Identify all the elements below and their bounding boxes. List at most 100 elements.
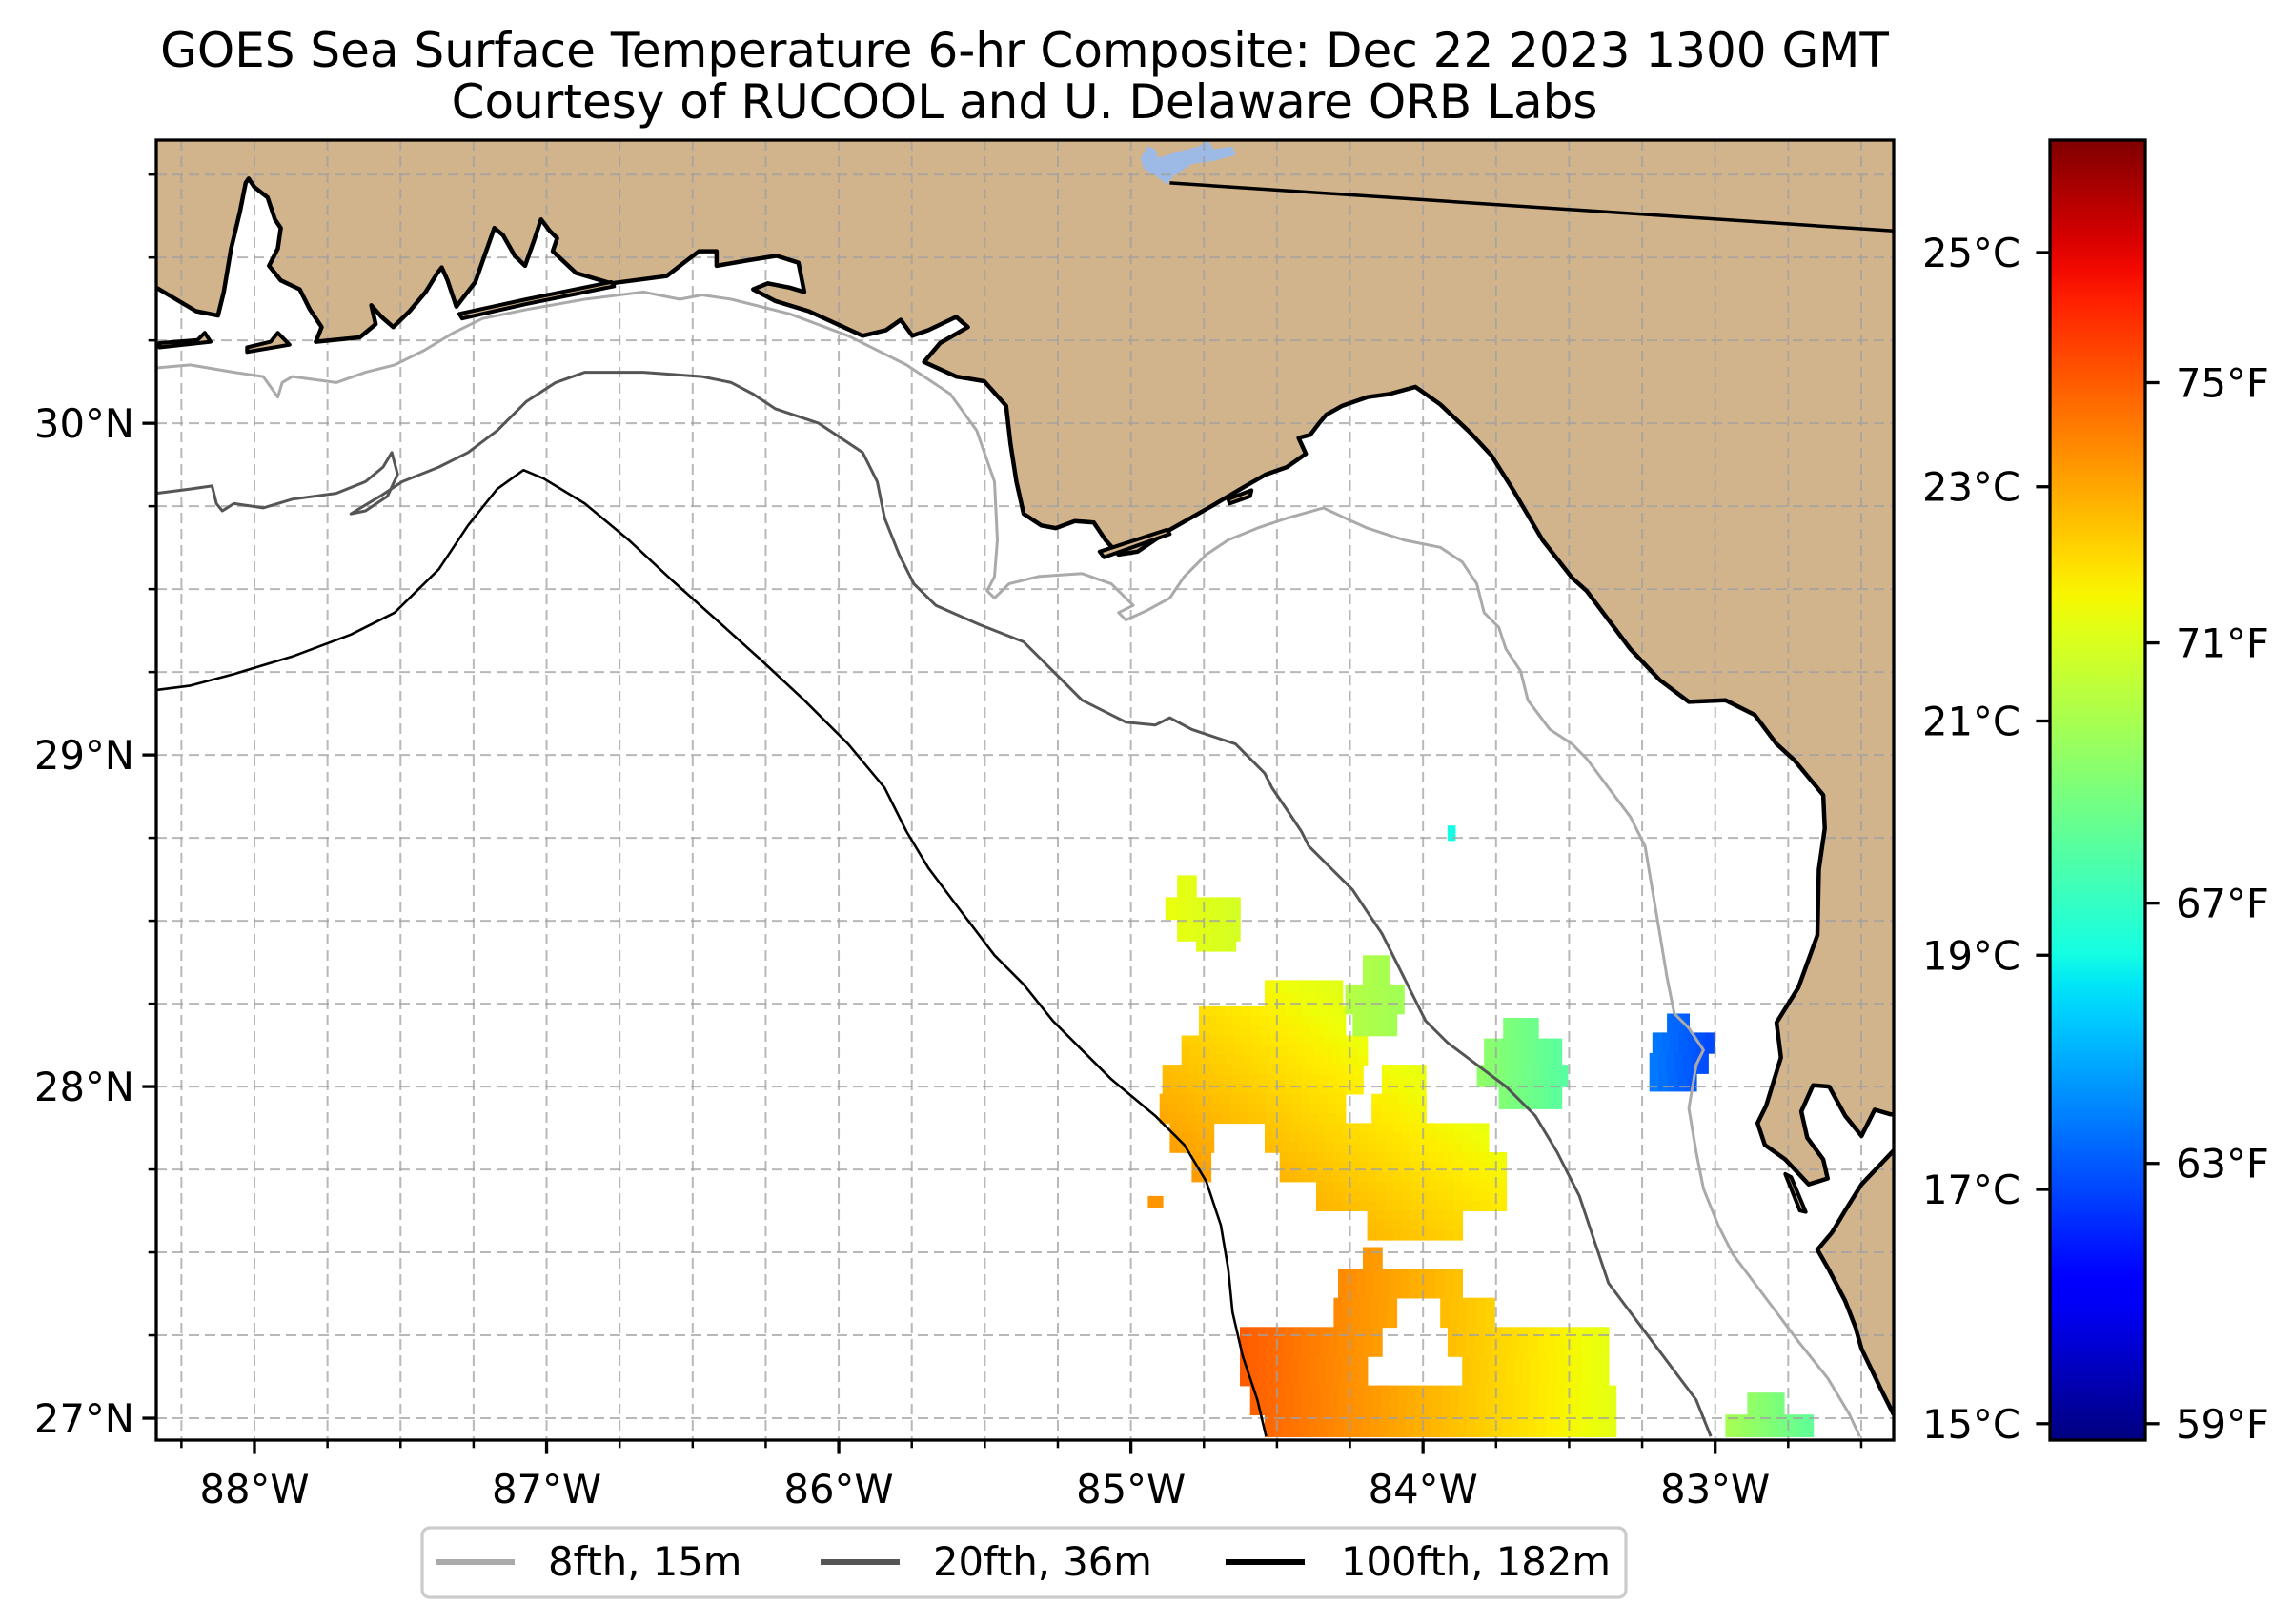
sst-cell: [1471, 1132, 1481, 1144]
sst-cell: [1458, 1297, 1469, 1309]
sst-cell: [1418, 1152, 1429, 1163]
sst-cell: [1355, 1278, 1366, 1289]
sst-cell: [1565, 1375, 1575, 1387]
sst-cell: [1207, 1054, 1218, 1066]
sst-cell: [1529, 1394, 1538, 1406]
sst-cell: [1360, 1297, 1370, 1309]
sst-cell: [1543, 1097, 1553, 1109]
sst-cell: [1390, 1288, 1401, 1299]
sst-cell: [1187, 1142, 1197, 1153]
sst-cell: [1492, 1425, 1503, 1437]
sst-cell: [1355, 1336, 1366, 1348]
sst-cell: [1342, 1190, 1351, 1202]
sst-cell: [1427, 1288, 1437, 1299]
sst-cell: [1376, 1142, 1387, 1153]
sst-cell: [1695, 1032, 1706, 1044]
sst-cell: [1285, 1005, 1295, 1017]
x-tick-label: 88°W: [199, 1466, 309, 1512]
sst-cell: [1599, 1366, 1610, 1377]
sst-cell: [1333, 1201, 1343, 1211]
sst-cell: [1378, 1414, 1389, 1427]
sst-cell: [1302, 1385, 1312, 1396]
sst-cell: [1483, 1336, 1493, 1348]
sst-cell: [1269, 1035, 1280, 1046]
sst-cell: [1239, 1093, 1249, 1105]
sst-cell: [1336, 1113, 1347, 1125]
sst-cell: [1540, 1065, 1551, 1077]
sst-cell: [1381, 1065, 1391, 1076]
sst-cell: [1459, 1394, 1469, 1406]
sst-cell: [1556, 1366, 1567, 1377]
colorbar: 15°C 17°C 19°C 21°C 23°C 25°C 59°F 63°F 67°F 71°F…: [1922, 138, 2269, 1448]
sst-cell: [1353, 1004, 1363, 1015]
sst-cell: [1266, 1103, 1276, 1114]
sst-cell: [1441, 1405, 1451, 1415]
sst-cell: [1545, 1414, 1555, 1427]
sst-cell: [1333, 1142, 1344, 1153]
sst-cell: [1513, 1375, 1524, 1387]
sst-cell: [1333, 1190, 1343, 1202]
sst-cell: [1331, 1035, 1342, 1046]
sst-cell: [1273, 1366, 1284, 1377]
sst-cell: [1419, 1181, 1430, 1192]
sst-cell: [1505, 1356, 1515, 1367]
sst-cell: [1471, 1171, 1481, 1183]
sst-cell: [1196, 1142, 1206, 1153]
sst-cell: [1607, 1425, 1617, 1437]
sst-cell: [1371, 1103, 1382, 1114]
sst-cell: [1462, 1181, 1472, 1192]
sst-cell: [1444, 1278, 1454, 1289]
sst-cell: [1392, 1162, 1403, 1173]
sst-cell: [1197, 1074, 1207, 1086]
sst-cell: [1371, 974, 1382, 985]
sst-cell: [1186, 919, 1196, 931]
sst-cell: [1367, 1162, 1376, 1173]
sst-cell: [1336, 1065, 1347, 1076]
sst-cell: [1328, 1093, 1338, 1105]
sst-cell: [1363, 974, 1372, 985]
sst-cell: [1775, 1392, 1785, 1405]
sst-cell: [1449, 1317, 1459, 1329]
sst-cell: [1201, 1152, 1212, 1163]
sst-cell: [1598, 1414, 1609, 1427]
sst-cell: [1479, 1162, 1490, 1173]
sst-cell: [1431, 1425, 1441, 1437]
sst-cell: [1678, 1043, 1689, 1054]
sst-cell: [1380, 1103, 1390, 1114]
sst-cell: [1445, 1123, 1455, 1134]
sst-cell: [1187, 875, 1197, 887]
sst-cell: [1273, 1414, 1284, 1427]
sst-cell: [1409, 1288, 1419, 1299]
sst-cell: [1357, 1152, 1368, 1163]
sst-cell: [1765, 1392, 1776, 1405]
sst-cell: [1445, 1229, 1454, 1241]
sst-cell: [1384, 1171, 1394, 1183]
sst-cell: [1249, 1405, 1260, 1415]
isobath-15m: [156, 290, 1861, 1437]
sst-cell: [1266, 1327, 1276, 1338]
sst-cell: [1352, 1025, 1363, 1037]
sst-cell: [1283, 1113, 1293, 1125]
sst-cell: [1187, 1132, 1197, 1144]
sst-cell: [1358, 1366, 1369, 1377]
sst-cell: [1373, 1269, 1384, 1280]
sst-cell: [1364, 1278, 1374, 1289]
sst-cell: [1177, 875, 1187, 887]
sst-cell: [1387, 1307, 1398, 1318]
sst-cell: [1285, 1025, 1295, 1037]
sst-cell: [1240, 1336, 1250, 1348]
sst-cell: [1580, 1414, 1591, 1427]
sst-cell: [1513, 1366, 1524, 1377]
sst-cell: [1371, 955, 1382, 966]
sst-cell: [1261, 1054, 1271, 1066]
sst-cell: [1475, 1414, 1486, 1427]
sst-cell: [1212, 929, 1223, 942]
sst-cell: [1462, 1123, 1472, 1134]
sst-cell: [1177, 885, 1187, 899]
sst-cell: [1548, 1366, 1558, 1377]
sst-cell: [1498, 1086, 1509, 1099]
sst-cell: [1405, 1414, 1415, 1427]
sst-cell: [1273, 1142, 1283, 1153]
sst-cell: [1453, 1132, 1464, 1144]
sst-cell: [1428, 1220, 1437, 1231]
